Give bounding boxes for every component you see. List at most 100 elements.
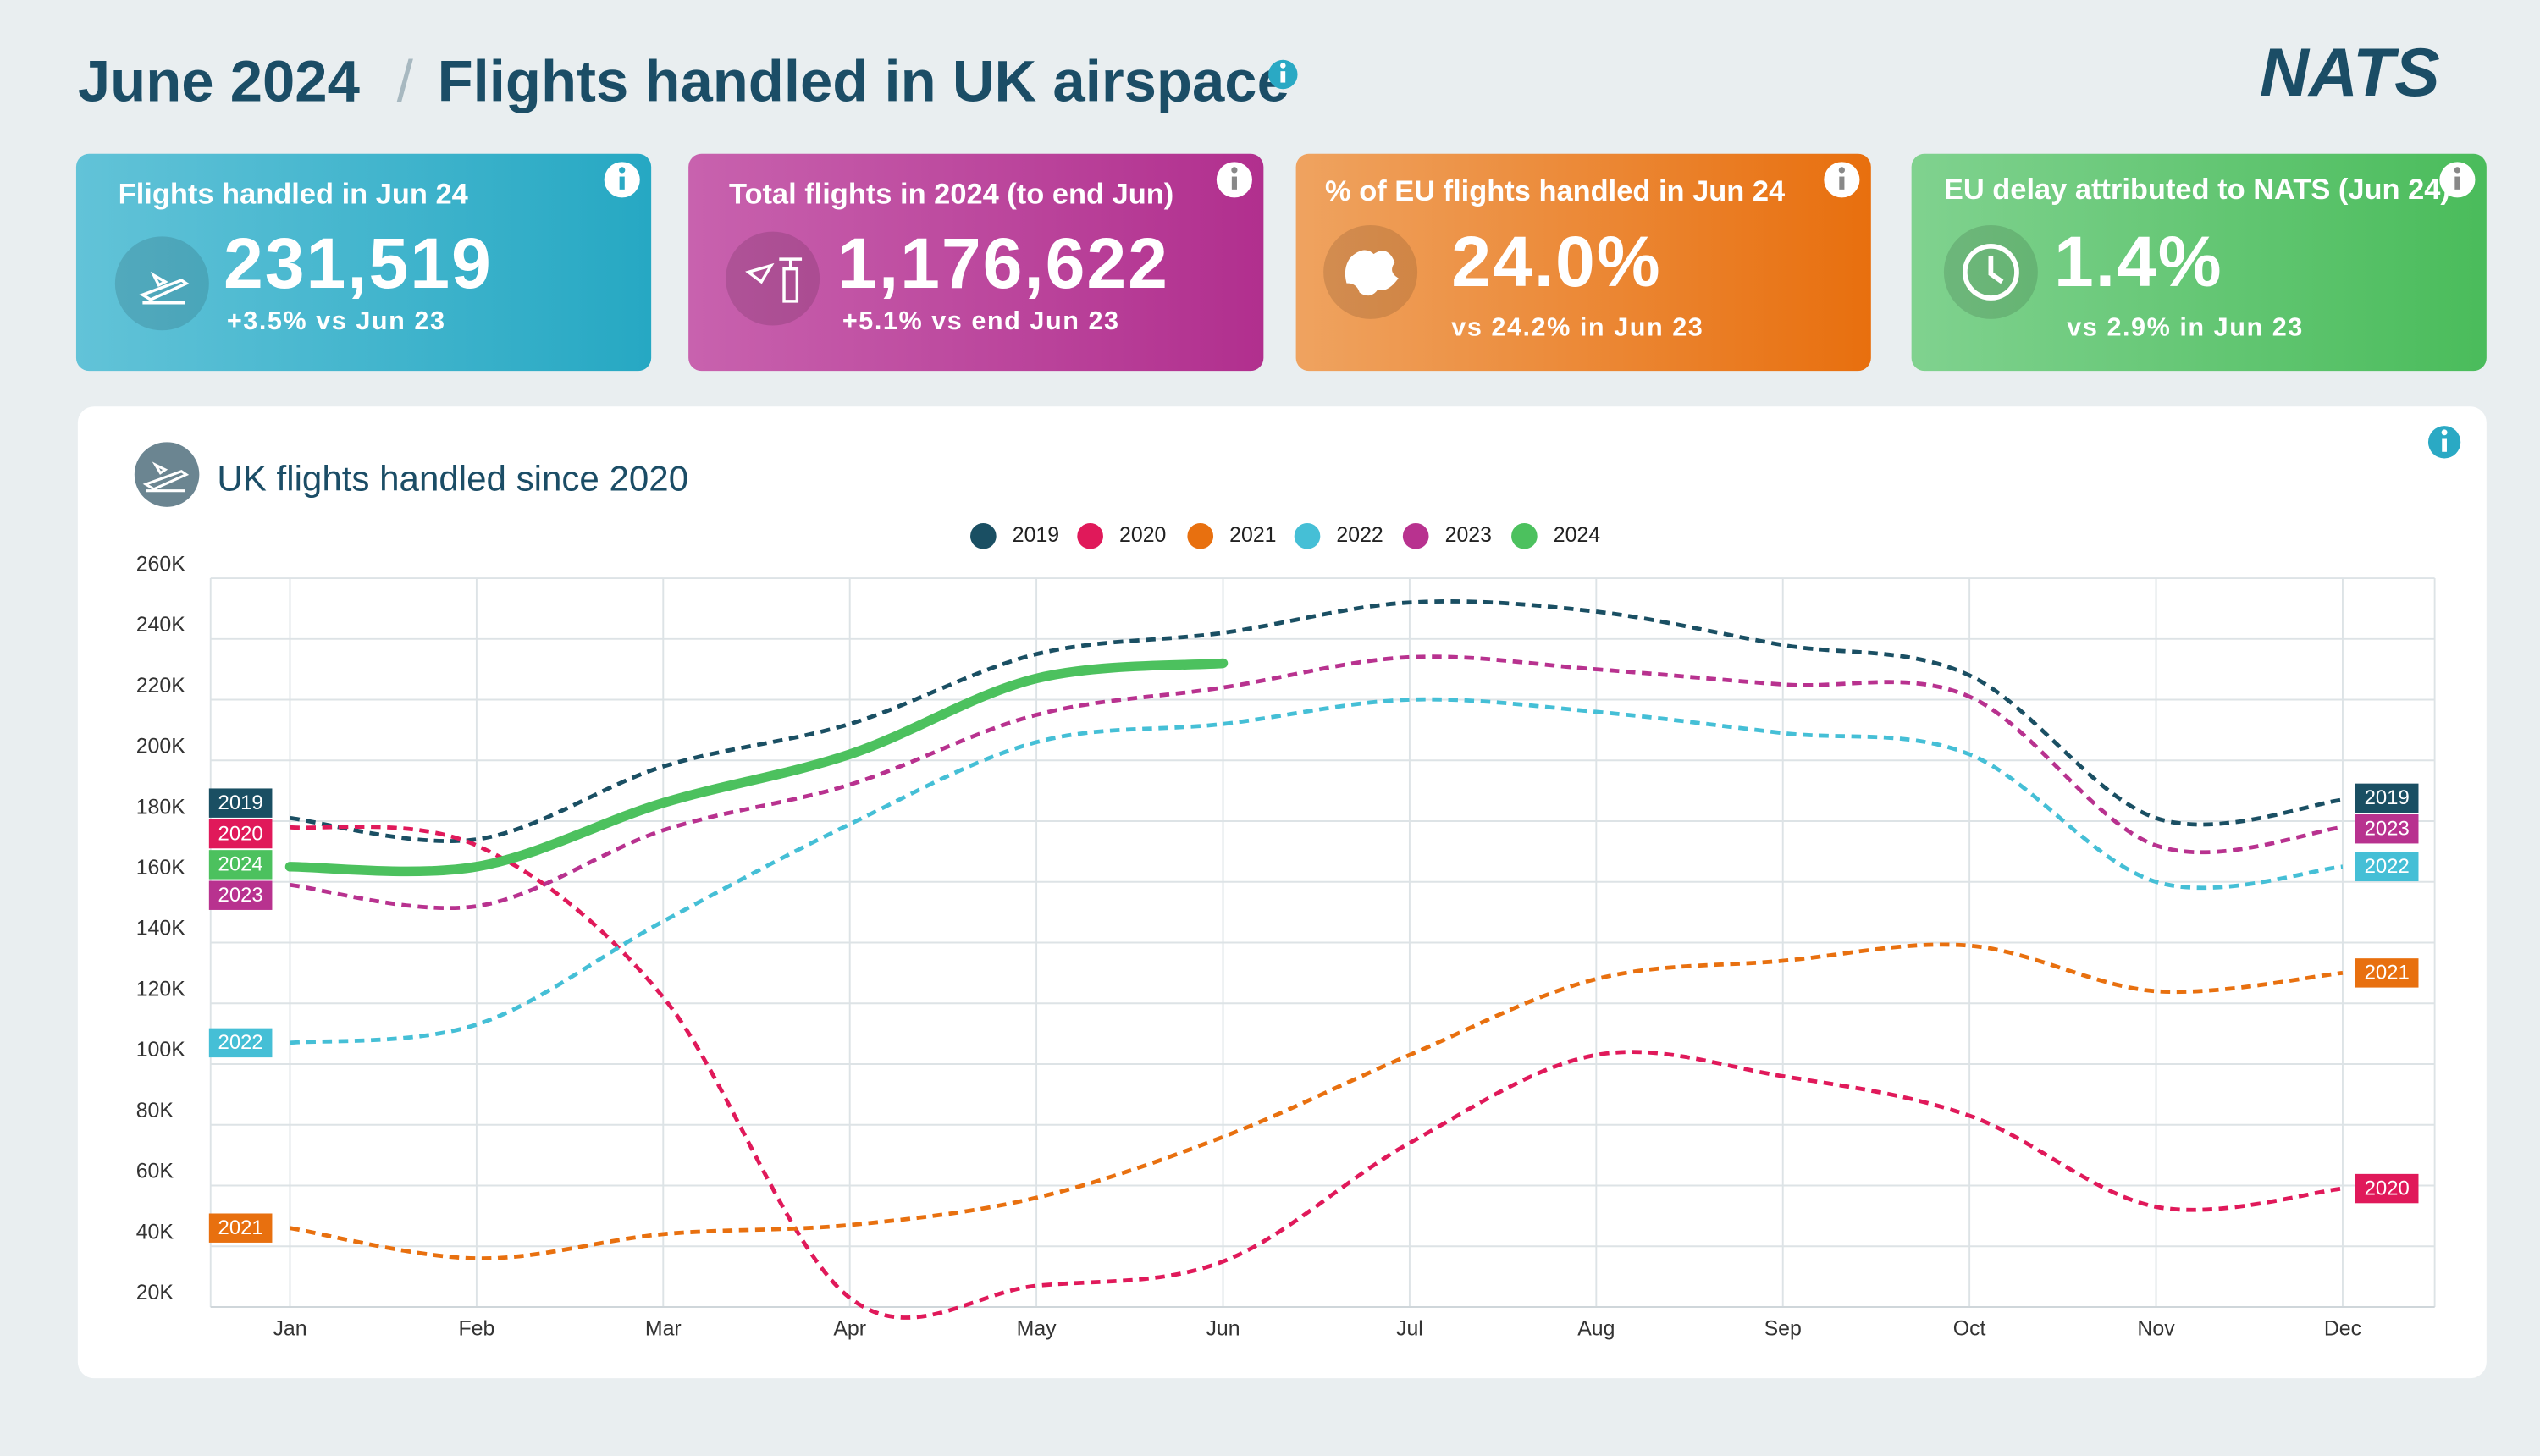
y-tick-label: 60K bbox=[136, 1160, 174, 1183]
series-line bbox=[290, 654, 2344, 911]
kpi-value: 24.0% bbox=[1451, 222, 1661, 301]
chart-title: UK flights handled since 2020 bbox=[217, 458, 688, 498]
y-tick-label: 20K bbox=[136, 1281, 174, 1304]
y-tick-label: 180K bbox=[136, 795, 185, 819]
kpi-card: EU delay attributed to NATS (Jun 24) 1.4%… bbox=[1911, 153, 2487, 372]
kpi-card-bg bbox=[688, 153, 1264, 372]
info-icon[interactable] bbox=[2427, 426, 2461, 459]
kpi-card: % of EU flights handled in Jun 24 24.0% vs… bbox=[1295, 153, 1871, 372]
legend-marker bbox=[1187, 522, 1214, 549]
y-tick-label: 240K bbox=[136, 613, 185, 637]
end-label: 2020 bbox=[218, 822, 263, 845]
end-label-bg bbox=[208, 880, 273, 910]
kpi-title: EU delay attributed to NATS (Jun 24) bbox=[1944, 174, 2450, 206]
legend-marker bbox=[1511, 522, 1538, 549]
series-line bbox=[290, 825, 2344, 1320]
end-label: 2023 bbox=[2365, 817, 2410, 840]
legend-label: 2020 bbox=[1119, 523, 1166, 547]
end-label-bg bbox=[208, 1213, 273, 1243]
kpi-icon bbox=[139, 271, 190, 305]
end-label: 2021 bbox=[218, 1216, 263, 1239]
x-tick-label: Jan bbox=[273, 1316, 306, 1340]
y-tick-label: 220K bbox=[136, 674, 185, 698]
info-icon-bar bbox=[2454, 176, 2460, 190]
y-tick-label: 160K bbox=[136, 856, 185, 880]
kpi-note: vs 24.2% in Jun 23 bbox=[1451, 312, 1703, 341]
end-label: 2019 bbox=[218, 791, 263, 814]
kpi-icon-bg bbox=[726, 231, 820, 326]
end-label-bg bbox=[208, 850, 273, 880]
logo: NATS bbox=[2260, 35, 2440, 111]
end-label-bg bbox=[2355, 813, 2419, 844]
end-label: 2021 bbox=[2365, 962, 2410, 984]
legend-label: 2019 bbox=[1013, 523, 1059, 547]
x-tick-label: Oct bbox=[1953, 1316, 1986, 1340]
x-tick-label: May bbox=[1017, 1316, 1057, 1340]
info-icon-dot bbox=[2454, 167, 2461, 174]
kpi-value: 231,519 bbox=[224, 223, 493, 303]
kpi-card: Total flights in 2024 (to end Jun) 1,176,… bbox=[688, 153, 1264, 372]
end-label: 2023 bbox=[218, 884, 263, 907]
info-icon-dot bbox=[1231, 167, 1238, 174]
end-label: 2022 bbox=[218, 1031, 263, 1054]
kpi-note: vs 2.9% in Jun 23 bbox=[2067, 312, 2304, 341]
series-line bbox=[290, 599, 2344, 843]
header-date: June 2024 bbox=[78, 49, 360, 114]
series-line bbox=[290, 942, 2344, 1260]
chart-icon bbox=[134, 442, 200, 507]
kpi-title: Total flights in 2024 (to end Jun) bbox=[729, 179, 1173, 211]
x-tick-label: Mar bbox=[645, 1316, 682, 1340]
kpi-card-bg bbox=[1911, 153, 2487, 372]
info-icon[interactable] bbox=[2439, 162, 2476, 198]
end-label-bg bbox=[2355, 1173, 2419, 1204]
info-icon[interactable] bbox=[604, 162, 640, 198]
legend-label: 2022 bbox=[1336, 523, 1383, 547]
kpi-title: Flights handled in Jun 24 bbox=[119, 179, 468, 211]
kpi-icon bbox=[1963, 243, 2019, 301]
info-icon[interactable] bbox=[1216, 162, 1252, 198]
legend-marker bbox=[1402, 522, 1429, 549]
info-icon[interactable] bbox=[1268, 59, 1298, 90]
end-label: 2024 bbox=[218, 853, 263, 876]
y-tick-label: 100K bbox=[136, 1038, 185, 1062]
series-line bbox=[290, 697, 2344, 1045]
end-label-bg bbox=[2355, 958, 2419, 988]
y-tick-label: 80K bbox=[136, 1099, 174, 1122]
x-tick-label: Feb bbox=[458, 1316, 494, 1340]
chart-panel bbox=[77, 406, 2487, 1379]
info-icon-bar bbox=[619, 176, 625, 190]
end-label: 2022 bbox=[2365, 855, 2410, 878]
x-tick-label: Apr bbox=[833, 1316, 866, 1340]
info-icon-bar bbox=[1839, 176, 1845, 190]
kpi-value: 1,176,622 bbox=[837, 223, 1169, 303]
end-label-bg bbox=[2355, 852, 2419, 882]
info-icon[interactable] bbox=[1824, 162, 1860, 198]
kpi-card-bg bbox=[1295, 153, 1871, 372]
legend-marker bbox=[1294, 522, 1321, 549]
end-label-bg bbox=[208, 819, 273, 849]
x-tick-label: Jul bbox=[1396, 1316, 1423, 1340]
info-icon-dot bbox=[619, 167, 626, 174]
kpi-note: +5.1% vs end Jun 23 bbox=[842, 306, 1120, 335]
legend-label: 2024 bbox=[1554, 523, 1600, 547]
end-label: 2020 bbox=[2365, 1177, 2410, 1200]
legend-marker bbox=[1077, 522, 1103, 549]
kpi-icon bbox=[1345, 250, 1399, 296]
info-icon-bar bbox=[1231, 176, 1237, 190]
y-tick-label: 40K bbox=[136, 1220, 174, 1244]
header-separator: / bbox=[397, 49, 414, 114]
end-label-bg bbox=[208, 788, 273, 818]
legend-label: 2023 bbox=[1445, 523, 1492, 547]
y-tick-label: 200K bbox=[136, 735, 185, 758]
legend-label: 2021 bbox=[1229, 523, 1276, 547]
x-tick-label: Sep bbox=[1764, 1316, 1802, 1340]
end-label: 2019 bbox=[2365, 786, 2410, 809]
legend-marker bbox=[970, 522, 997, 549]
kpi-title: % of EU flights handled in Jun 24 bbox=[1325, 175, 1785, 207]
header-title: Flights handled in UK airspace bbox=[438, 49, 1289, 114]
y-tick-label: 140K bbox=[136, 917, 185, 940]
end-label-bg bbox=[208, 1028, 273, 1058]
x-tick-label: Nov bbox=[2137, 1316, 2175, 1340]
